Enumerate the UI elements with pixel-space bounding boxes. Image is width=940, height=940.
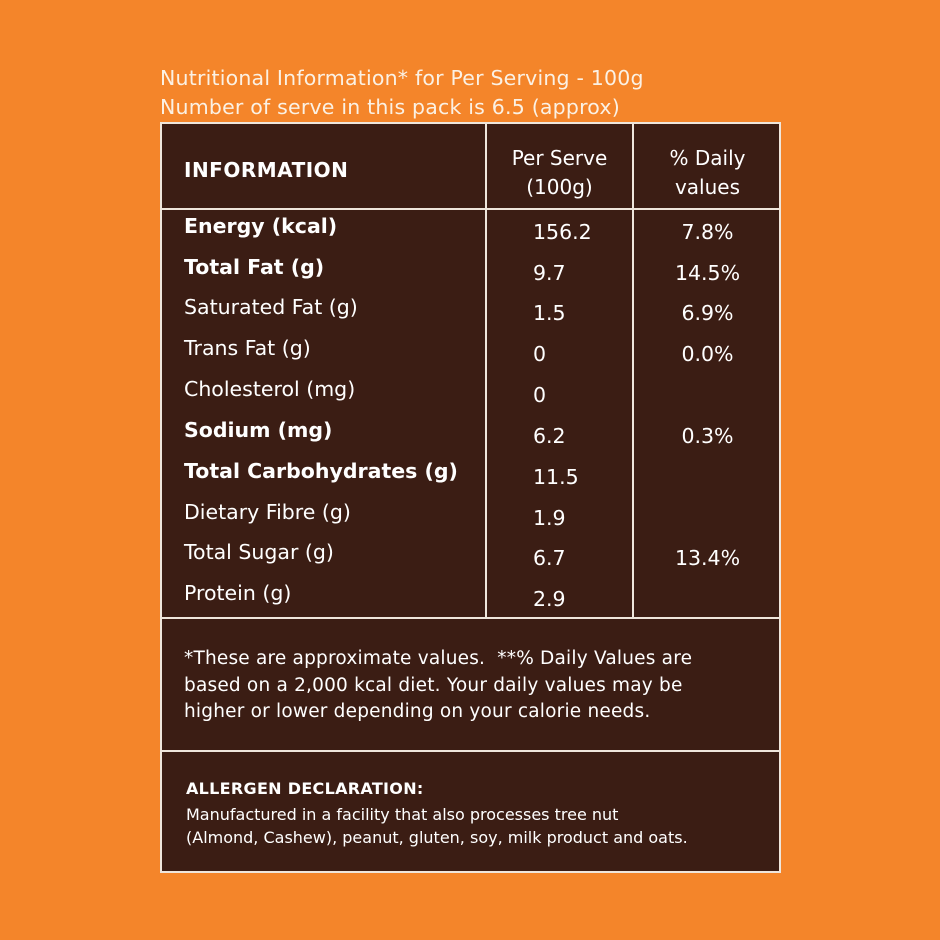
nutrient-name: Sodium (mg) (184, 418, 333, 442)
table-row: Sodium (mg) 6.2 0.3% (162, 418, 779, 458)
nutrient-name: Total Sugar (g) (184, 540, 334, 564)
per-serve-value: 0 (533, 342, 547, 366)
nutrient-name: Trans Fat (g) (184, 336, 311, 360)
daily-value: 0.0% (681, 342, 734, 366)
table-row: Total Carbohydrates (g) 11.5 (162, 459, 779, 499)
table-bottom-divider (162, 617, 779, 619)
table-row: Cholesterol (mg) 0 (162, 377, 779, 417)
table-row: Dietary Fibre (g) 1.9 (162, 500, 779, 540)
daily-values-line-1: % Daily (669, 146, 746, 170)
per-serve-value: 6.7 (533, 546, 566, 570)
allergen-title: ALLERGEN DECLARATION: (186, 779, 424, 798)
allergen-line-2: (Almond, Cashew), peanut, gluten, soy, m… (186, 828, 688, 847)
per-serve-value: 1.5 (533, 301, 566, 325)
per-serve-value: 9.7 (533, 261, 566, 285)
daily-value: 14.5% (674, 261, 741, 285)
nutrient-name: Total Fat (g) (184, 255, 325, 279)
nutrient-name: Dietary Fibre (g) (184, 500, 351, 524)
footnote: *These are approximate values. **% Daily… (184, 646, 774, 726)
nutrient-name: Protein (g) (184, 581, 292, 605)
table-row: Saturated Fat (g) 1.5 6.9% (162, 295, 779, 335)
table-row: Energy (kcal) 156.2 7.8% (162, 214, 779, 254)
allergen-line-1: Manufactured in a facility that also pro… (186, 805, 619, 824)
per-serve-value: 0 (533, 383, 547, 407)
nutrition-panel: INFORMATION Per Serve (100g) % Daily val… (160, 122, 781, 873)
table-row: Trans Fat (g) 0 0.0% (162, 336, 779, 376)
daily-value: 7.8% (681, 220, 734, 244)
footnote-line-2: based on a 2,000 kcal diet. Your daily v… (184, 674, 683, 696)
nutrient-name: Saturated Fat (g) (184, 295, 358, 319)
header-line-2: Number of serve in this pack is 6.5 (app… (160, 95, 620, 119)
column-header-per-serve: Per Serve (100g) (487, 144, 632, 202)
daily-value: 13.4% (674, 546, 741, 570)
column-header-information: INFORMATION (184, 158, 349, 182)
column-header-daily-values: % Daily values (634, 144, 781, 202)
header-line-1: Nutritional Information* for Per Serving… (160, 66, 644, 90)
footnote-line-3: higher or lower depending on your calori… (184, 701, 651, 722)
column-divider-1 (485, 124, 487, 617)
daily-value: 6.9% (681, 301, 734, 325)
per-serve-line-1: Per Serve (511, 146, 608, 170)
daily-values-line-2: values (674, 175, 741, 199)
per-serve-value: 1.9 (533, 506, 566, 530)
per-serve-value: 156.2 (533, 220, 592, 244)
per-serve-value: 11.5 (533, 465, 579, 489)
nutrition-header: Nutritional Information* for Per Serving… (160, 64, 644, 122)
table-row: Total Fat (g) 9.7 14.5% (162, 255, 779, 295)
nutrient-name: Cholesterol (mg) (184, 377, 356, 401)
per-serve-line-2: (100g) (526, 175, 593, 199)
allergen-text: Manufactured in a facility that also pro… (186, 803, 776, 849)
nutrient-name: Energy (kcal) (184, 214, 338, 238)
footnote-line-1: *These are approximate values. **% Daily… (184, 648, 693, 669)
per-serve-value: 6.2 (533, 424, 566, 448)
table-row: Protein (g) 2.9 (162, 581, 779, 621)
column-divider-2 (632, 124, 634, 617)
per-serve-value: 2.9 (533, 587, 566, 611)
header-divider (162, 208, 779, 210)
daily-value: 0.3% (681, 424, 734, 448)
footnote-divider (162, 750, 779, 752)
nutrient-name: Total Carbohydrates (g) (184, 459, 458, 483)
table-row: Total Sugar (g) 6.7 13.4% (162, 540, 779, 580)
